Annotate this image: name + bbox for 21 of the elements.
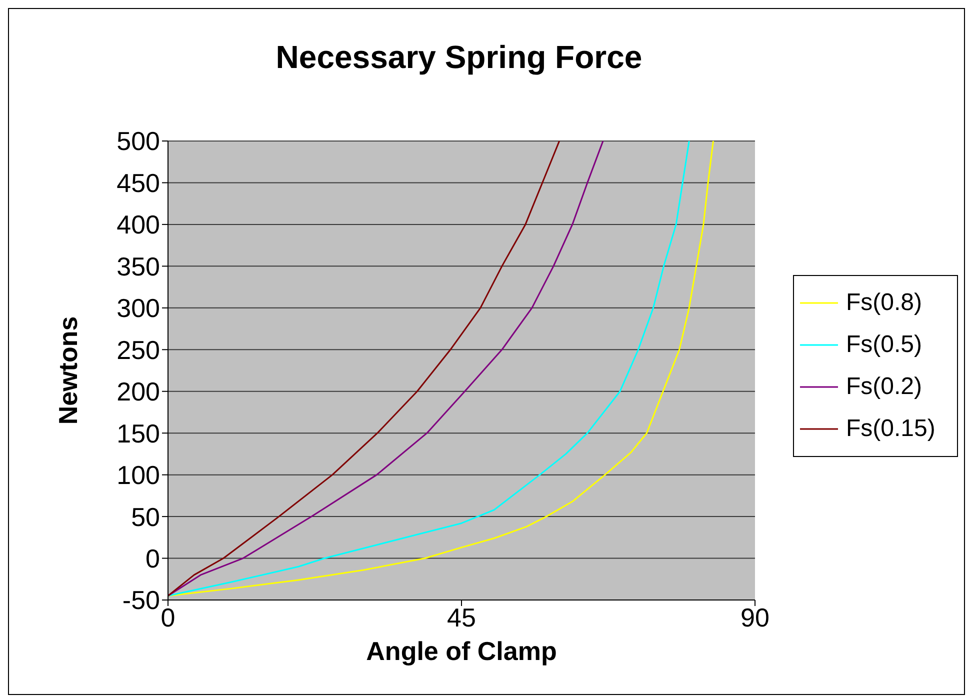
y-tick-label: 0: [146, 544, 160, 574]
x-axis-title: Angle of Clamp: [366, 636, 557, 666]
y-tick-label: 200: [116, 376, 160, 407]
legend-label: Fs(0.8): [846, 289, 922, 317]
legend-label: Fs(0.15): [846, 415, 936, 443]
y-tick-label: 150: [116, 418, 160, 448]
y-tick-label: 400: [116, 210, 160, 240]
y-tick-label: 50: [131, 502, 160, 532]
legend-label: Fs(0.5): [846, 331, 922, 359]
chart-title: Necessary Spring Force: [274, 39, 644, 76]
x-tick-label: 45: [447, 602, 476, 632]
legend-label: Fs(0.2): [846, 373, 922, 401]
y-tick-label: 500: [116, 126, 160, 156]
y-tick-label: -50: [122, 585, 160, 616]
y-tick-label: 300: [116, 293, 160, 324]
y-tick-label: 250: [116, 334, 160, 365]
x-tick-label: 90: [740, 602, 770, 632]
y-tick-label: 350: [116, 251, 160, 282]
y-axis-title: Newtons: [53, 316, 84, 425]
y-tick-label: 450: [116, 168, 160, 198]
y-tick-label: 100: [116, 460, 160, 490]
